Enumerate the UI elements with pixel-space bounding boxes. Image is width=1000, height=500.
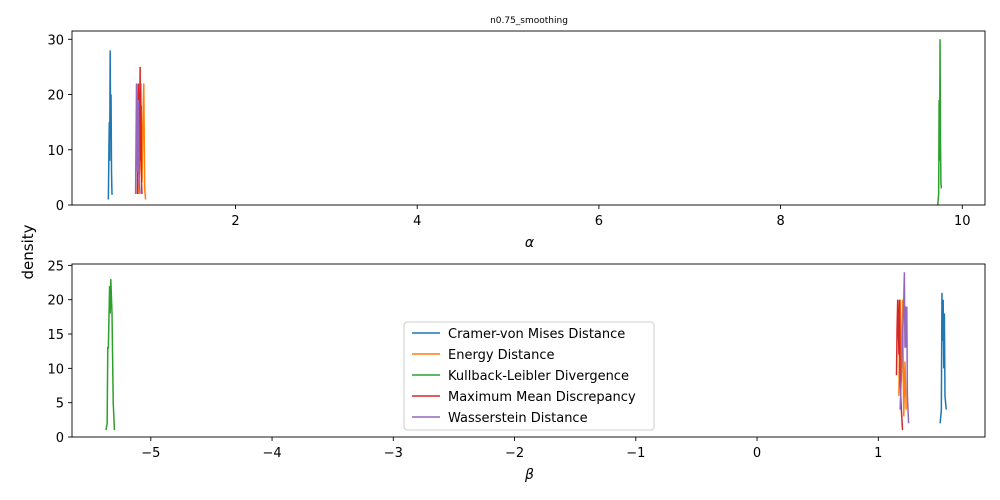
y-axis-label: density xyxy=(19,224,37,279)
y-tick-label: 25 xyxy=(47,259,64,274)
alpha-panel: 2 4 6 8 10 0 10 20 30 α xyxy=(47,30,986,251)
x-tick-label: −1 xyxy=(626,446,645,461)
y-tick-label: 20 xyxy=(47,89,64,104)
y-tick-label: 0 xyxy=(56,431,64,446)
series-line-cramer-von-mises-distance xyxy=(939,292,947,424)
legend-entry-kullback-leibler-divergence: Kullback-Leibler Divergence xyxy=(448,369,629,384)
plot-frame xyxy=(71,263,986,438)
x-tick-label: −5 xyxy=(141,446,160,461)
y-tick-label: 0 xyxy=(56,199,64,214)
legend-entry-energy-distance: Energy Distance xyxy=(448,348,555,363)
x-tick-label: 10 xyxy=(954,214,971,229)
x-tick-label: −4 xyxy=(262,446,281,461)
x-tick-label: 0 xyxy=(753,446,761,461)
series-line-kullback-leibler-divergence xyxy=(937,39,943,206)
legend: Cramer-von Mises Distance Energy Distance… xyxy=(403,321,655,431)
x-tick-label: −2 xyxy=(505,446,524,461)
series-line-wasserstein-distance xyxy=(899,272,910,424)
y-tick-label: 10 xyxy=(47,144,64,159)
series-line-cramer-von-mises-distance xyxy=(107,50,113,200)
x-tick-label: −3 xyxy=(384,446,403,461)
series-line-maximum-mean-discrepancy xyxy=(895,299,904,431)
series-line-maximum-mean-discrepancy xyxy=(136,66,143,194)
legend-entry-maximum-mean-discrepancy: Maximum Mean Discrepancy xyxy=(448,390,636,405)
x-axis-label: β xyxy=(524,467,534,483)
x-tick-label: 8 xyxy=(776,214,784,229)
x-axis-label: α xyxy=(525,235,535,251)
y-tick-label: 5 xyxy=(56,397,64,412)
x-tick-label: 2 xyxy=(231,214,239,229)
y-tick-label: 30 xyxy=(47,33,64,48)
plot-frame xyxy=(71,30,986,206)
legend-entry-wasserstein-distance: Wasserstein Distance xyxy=(448,411,588,426)
x-tick-label: 1 xyxy=(874,446,882,461)
legend-entry-cramer-von-mises-distance: Cramer-von Mises Distance xyxy=(448,327,625,342)
x-tick-label: 6 xyxy=(595,214,603,229)
series-line-wasserstein-distance xyxy=(134,83,141,195)
series-line-kullback-leibler-divergence xyxy=(105,279,116,431)
x-tick-label: 4 xyxy=(413,214,421,229)
y-tick-label: 15 xyxy=(47,328,64,343)
y-tick-label: 10 xyxy=(47,362,64,377)
chart-title: n0.75_smoothing xyxy=(490,16,568,26)
legend-box xyxy=(403,321,655,431)
y-tick-label: 20 xyxy=(47,294,64,309)
